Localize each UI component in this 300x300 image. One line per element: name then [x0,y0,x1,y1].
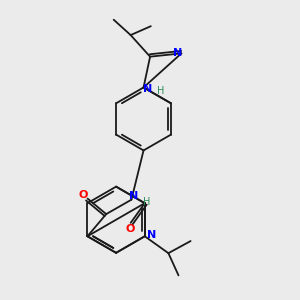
Text: N: N [143,85,152,94]
Text: H: H [143,197,151,207]
Text: O: O [125,224,135,234]
Text: N: N [147,230,157,241]
Text: H: H [157,86,164,97]
Text: N: N [173,48,182,58]
Text: O: O [78,190,87,200]
Text: N: N [129,190,138,201]
